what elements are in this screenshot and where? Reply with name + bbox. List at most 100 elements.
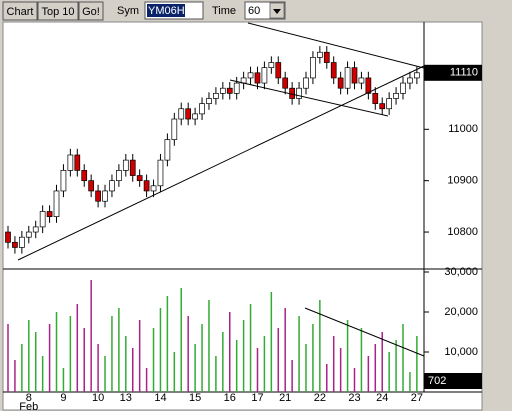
candle-body (379, 103, 386, 110)
candle-body (157, 159, 164, 187)
top-button-text[interactable]: Top 10 (41, 6, 74, 18)
last-volume-box (424, 373, 482, 389)
candle-body (192, 113, 198, 120)
candle-body (282, 77, 289, 89)
chart-button-text[interactable]: Chart (7, 6, 34, 18)
x-tick-label: 23 (348, 392, 360, 404)
candle-body (46, 211, 53, 217)
candle-body (136, 175, 143, 182)
candle-body (12, 241, 18, 248)
candle-body (88, 180, 95, 192)
candle-body (351, 67, 358, 84)
candle-body (67, 154, 74, 171)
go-button[interactable] (78, 1, 104, 21)
x-tick-label: 27 (411, 392, 423, 404)
candle-body (171, 118, 178, 140)
y-tick-label: 11000 (448, 123, 478, 135)
candle-body (407, 77, 413, 84)
candle-body (5, 231, 11, 243)
x-tick-label: 9 (60, 392, 66, 404)
last-price-box (424, 64, 482, 81)
dropdown-arrow (273, 9, 281, 14)
candle-body (233, 82, 240, 94)
candle-body (178, 108, 185, 120)
candle-body (226, 87, 233, 94)
candle-body (213, 92, 219, 99)
plots: 8 9 10 13 14 15 16 17 21 22 23 24 27 Feb 10800 10900 110… (5, 46, 482, 411)
candle-body (53, 190, 60, 217)
x-tick-label: 17 (251, 392, 263, 404)
candle-body (122, 159, 129, 171)
candle-body (393, 92, 399, 99)
x-tick-label: 15 (189, 392, 201, 404)
candle-body (19, 236, 25, 248)
y-tick-label: 30,000 (444, 266, 478, 278)
candle-body (261, 67, 268, 84)
candle-body (358, 77, 365, 84)
y-tick-label: 10900 (447, 175, 478, 187)
candle-body (109, 180, 115, 192)
candle-body (323, 51, 330, 63)
x-tick-label: 24 (376, 392, 388, 404)
candle-body (344, 67, 351, 89)
sym-label: Sym (117, 5, 139, 17)
candle-body (310, 57, 316, 79)
last-volume-label: 702 (428, 375, 446, 387)
candle-body (268, 62, 275, 69)
candle-body (74, 154, 81, 171)
candle-body (254, 72, 261, 84)
trend-line (304, 307, 425, 357)
y-tick-label: 10,000 (444, 346, 478, 358)
candle-body (365, 77, 372, 94)
sym-value[interactable]: YM06H (148, 5, 185, 17)
candle-body (39, 211, 46, 228)
trend-lines (17, 22, 425, 357)
candle-body (102, 190, 108, 202)
trend-line (229, 79, 389, 117)
x-tick-label: 16 (224, 392, 236, 404)
month-label: Feb (19, 401, 38, 411)
x-tick-label: 13 (120, 392, 132, 404)
candle-body (337, 77, 344, 89)
candle-body (303, 77, 309, 89)
x-tick-label: 14 (154, 392, 166, 404)
candle-body (275, 62, 282, 79)
candle-body (150, 185, 157, 192)
chart-button[interactable] (2, 1, 38, 21)
candle-body (32, 226, 39, 233)
x-tick-label: 8 (26, 392, 32, 404)
time-value[interactable]: 60 (248, 5, 260, 17)
time-label: Time (212, 5, 236, 17)
candle-body (129, 159, 136, 176)
candle-body (199, 103, 205, 115)
candle-body (386, 98, 392, 110)
trend-line (17, 65, 425, 261)
trend-line (247, 22, 425, 69)
candle-body (247, 72, 254, 79)
candle-body (185, 108, 192, 120)
candle-body (317, 51, 323, 58)
candle-body (414, 72, 420, 79)
top-button[interactable] (37, 1, 79, 21)
candle-body (219, 87, 226, 94)
last-price-label: 11110 (450, 67, 478, 79)
candle-body (60, 170, 67, 192)
candle-body (116, 170, 122, 182)
candle-body (296, 87, 302, 99)
candle-body (372, 92, 379, 104)
go-button-text[interactable]: Go! (82, 6, 100, 18)
x-tick-label: 21 (279, 392, 291, 404)
candle-body (164, 139, 171, 161)
y-tick-label: 20,000 (444, 306, 478, 318)
candle-body (81, 170, 88, 182)
candle-body (400, 82, 406, 94)
candle-body (330, 62, 337, 79)
x-tick-label: 22 (314, 392, 326, 404)
sym-selection (147, 4, 185, 17)
y-tick-label: 10800 (447, 226, 478, 238)
candle-body (25, 231, 32, 238)
candle-body (143, 180, 150, 192)
candle-body (206, 98, 212, 104)
